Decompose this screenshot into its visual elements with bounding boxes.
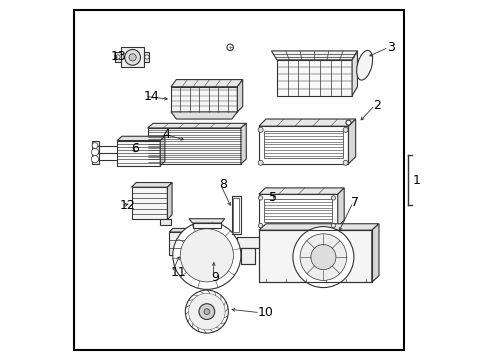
Polygon shape <box>169 232 192 255</box>
Circle shape <box>129 54 136 61</box>
Text: 5: 5 <box>268 192 276 204</box>
Circle shape <box>343 160 347 165</box>
Text: 2: 2 <box>372 99 380 112</box>
Polygon shape <box>131 183 172 187</box>
Polygon shape <box>92 141 99 164</box>
Circle shape <box>91 156 99 163</box>
Circle shape <box>91 148 99 156</box>
Text: 4: 4 <box>162 127 169 141</box>
Polygon shape <box>337 188 344 226</box>
Text: 3: 3 <box>386 41 394 54</box>
Text: 9: 9 <box>211 271 219 284</box>
Circle shape <box>292 226 353 288</box>
Polygon shape <box>264 199 332 222</box>
Polygon shape <box>160 136 164 166</box>
Polygon shape <box>167 183 172 220</box>
Polygon shape <box>144 51 149 62</box>
Circle shape <box>310 244 335 270</box>
Polygon shape <box>258 188 344 194</box>
Polygon shape <box>241 123 246 164</box>
Polygon shape <box>258 224 378 230</box>
Text: 8: 8 <box>218 178 226 191</box>
Text: 13: 13 <box>111 50 126 63</box>
Circle shape <box>300 234 346 280</box>
Circle shape <box>124 49 140 65</box>
Polygon shape <box>237 237 258 248</box>
Text: 6: 6 <box>131 142 139 155</box>
Polygon shape <box>192 228 196 255</box>
Polygon shape <box>192 223 221 228</box>
Polygon shape <box>241 248 255 264</box>
Polygon shape <box>188 219 224 223</box>
Circle shape <box>116 55 120 59</box>
Polygon shape <box>169 228 196 232</box>
Text: 1: 1 <box>412 174 420 186</box>
Polygon shape <box>276 60 351 96</box>
Polygon shape <box>121 47 144 67</box>
Circle shape <box>330 196 335 200</box>
Polygon shape <box>147 123 246 128</box>
Circle shape <box>258 127 263 132</box>
Polygon shape <box>117 140 160 166</box>
Polygon shape <box>131 187 167 220</box>
Circle shape <box>172 221 241 289</box>
Polygon shape <box>237 80 242 112</box>
Circle shape <box>226 44 233 50</box>
Text: 7: 7 <box>351 196 359 209</box>
Polygon shape <box>171 87 237 112</box>
Polygon shape <box>264 131 343 158</box>
Polygon shape <box>258 230 371 282</box>
Circle shape <box>258 160 263 165</box>
Circle shape <box>92 143 98 148</box>
Circle shape <box>343 127 347 132</box>
Polygon shape <box>231 196 241 234</box>
Text: 10: 10 <box>258 306 273 319</box>
Polygon shape <box>258 119 355 126</box>
Ellipse shape <box>356 50 372 80</box>
Circle shape <box>199 304 214 319</box>
Circle shape <box>188 293 224 330</box>
Polygon shape <box>117 136 164 140</box>
Polygon shape <box>171 80 242 87</box>
Polygon shape <box>115 51 121 62</box>
Text: 11: 11 <box>170 266 185 279</box>
Circle shape <box>144 55 149 59</box>
Circle shape <box>258 224 262 228</box>
Polygon shape <box>351 51 357 96</box>
Polygon shape <box>160 220 171 225</box>
Polygon shape <box>258 126 348 164</box>
Circle shape <box>346 120 350 125</box>
Circle shape <box>185 290 228 333</box>
Polygon shape <box>348 119 355 164</box>
Polygon shape <box>271 51 357 60</box>
Polygon shape <box>147 128 241 164</box>
Text: 14: 14 <box>143 90 159 103</box>
Polygon shape <box>258 194 337 226</box>
Circle shape <box>180 229 233 282</box>
Text: 12: 12 <box>120 199 135 212</box>
Circle shape <box>330 224 335 228</box>
Circle shape <box>203 309 209 315</box>
Polygon shape <box>171 112 237 119</box>
Circle shape <box>258 196 262 200</box>
Polygon shape <box>371 224 378 282</box>
Polygon shape <box>233 198 239 232</box>
